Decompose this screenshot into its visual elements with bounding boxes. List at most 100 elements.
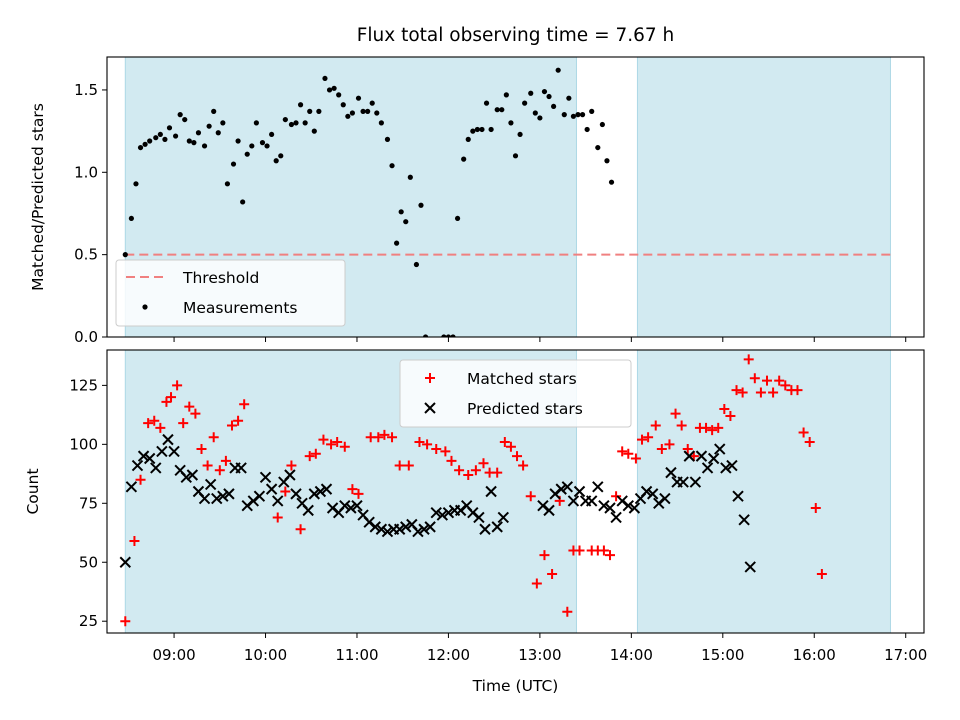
matched-stars-point xyxy=(743,354,754,365)
measurement-point xyxy=(589,108,595,114)
measurement-point xyxy=(595,144,601,151)
predicted-stars-point xyxy=(235,462,247,474)
legend-matched-swatch xyxy=(425,373,435,383)
matched-stars-point xyxy=(531,578,542,589)
matched-stars-point xyxy=(196,444,207,455)
matched-stars-point xyxy=(768,387,779,398)
measurement-point xyxy=(369,100,375,106)
predicted-stars-point xyxy=(592,481,604,493)
measurement-point xyxy=(384,136,391,142)
predicted-stars-point xyxy=(211,492,223,505)
matched-stars-point xyxy=(326,439,337,450)
measurement-point xyxy=(153,135,159,141)
matched-stars-point xyxy=(547,569,558,580)
matched-stars-point xyxy=(454,465,465,476)
measurement-point xyxy=(137,144,144,151)
matched-stars-point xyxy=(280,486,291,497)
legend-box xyxy=(399,359,632,428)
measurement-point xyxy=(186,138,192,144)
shaded-span-2 xyxy=(636,56,891,338)
measurement-point xyxy=(441,334,447,337)
predicted-stars-point xyxy=(689,476,702,488)
measurement-point xyxy=(201,143,208,149)
matched-stars-point xyxy=(470,465,481,476)
measurement-point xyxy=(541,88,548,95)
matched-stars-point xyxy=(731,385,742,396)
matched-stars-point xyxy=(670,408,681,419)
predicted-stars-point xyxy=(381,525,394,538)
predicted-stars-point xyxy=(265,483,278,495)
measurement-point xyxy=(608,179,615,185)
measurement-point xyxy=(360,108,366,114)
matched-stars-point xyxy=(737,387,748,398)
matched-stars-point xyxy=(286,460,297,471)
legend: Threshold Measurements xyxy=(115,259,346,327)
matched-stars-point xyxy=(598,545,609,556)
measurement-point xyxy=(253,120,259,126)
matched-stars-point xyxy=(505,441,516,452)
matched-stars-point xyxy=(762,375,773,386)
predicted-stars-point xyxy=(543,504,555,517)
measurement-point xyxy=(604,158,610,164)
y-tick-label: 50 xyxy=(79,553,98,571)
measurement-point xyxy=(191,140,197,146)
measurement-point xyxy=(235,138,241,144)
predicted-stars-point xyxy=(393,523,406,535)
measurement-point xyxy=(407,174,413,180)
measurement-point xyxy=(575,112,581,118)
predicted-stars-point xyxy=(442,507,455,519)
matched-stars-point xyxy=(190,408,201,419)
matched-stars-point xyxy=(129,536,140,547)
measurement-point xyxy=(483,100,490,106)
predicted-stars-point xyxy=(473,511,485,524)
legend: Matched stars Predicted stars xyxy=(399,359,632,428)
measurement-point xyxy=(244,151,250,157)
series-1 xyxy=(122,67,615,337)
matched-stars-point xyxy=(713,422,724,433)
measurement-point xyxy=(288,121,295,128)
legend-predicted-swatch xyxy=(424,402,436,414)
predicted-stars-point xyxy=(744,561,756,573)
predicted-stars-point xyxy=(204,478,217,491)
matched-stars-point xyxy=(562,606,573,617)
matched-stars-point xyxy=(810,503,821,514)
matched-stars-point xyxy=(512,451,523,462)
predicted-stars-point xyxy=(491,521,503,533)
measurement-point xyxy=(398,209,404,215)
predicted-stars-point xyxy=(738,514,750,526)
chart-title: Flux total observing time = 7.67 h xyxy=(357,25,675,46)
measurement-point xyxy=(278,153,284,159)
predicted-stars-point xyxy=(479,523,491,535)
predicted-stars-point xyxy=(253,490,266,502)
measurement-point xyxy=(418,202,424,208)
matched-stars-point xyxy=(617,446,628,457)
measurement-point xyxy=(349,110,356,116)
legend-box xyxy=(115,259,346,327)
measurement-point xyxy=(517,131,523,138)
predicted-stars-point xyxy=(640,485,653,498)
predicted-stars-point xyxy=(351,499,363,512)
matched-stars-point xyxy=(774,375,785,386)
series-1 xyxy=(120,354,827,627)
measurement-point xyxy=(465,136,471,142)
measurement-point xyxy=(340,102,346,108)
legend-matched-label: Matched stars xyxy=(467,370,577,388)
measurement-point xyxy=(282,116,288,123)
matched-stars-point xyxy=(525,491,536,502)
predicted-stars-point xyxy=(683,450,695,462)
matched-stars-point xyxy=(226,420,237,431)
matched-stars-point xyxy=(208,432,219,443)
predicted-stars-point xyxy=(567,495,580,507)
measurement-point xyxy=(570,113,577,119)
shaded-span-2 xyxy=(636,349,891,634)
matched-stars-point xyxy=(755,387,766,398)
predicted-stars-point xyxy=(150,462,162,474)
matched-stars-point xyxy=(499,436,510,447)
predicted-stars-point xyxy=(180,471,192,484)
matched-stars-point xyxy=(478,458,489,469)
measurement-point xyxy=(374,110,380,116)
matched-stars-point xyxy=(518,460,529,471)
measurement-point xyxy=(249,143,255,149)
measurement-point xyxy=(172,133,179,139)
matched-stars-point xyxy=(422,439,433,450)
